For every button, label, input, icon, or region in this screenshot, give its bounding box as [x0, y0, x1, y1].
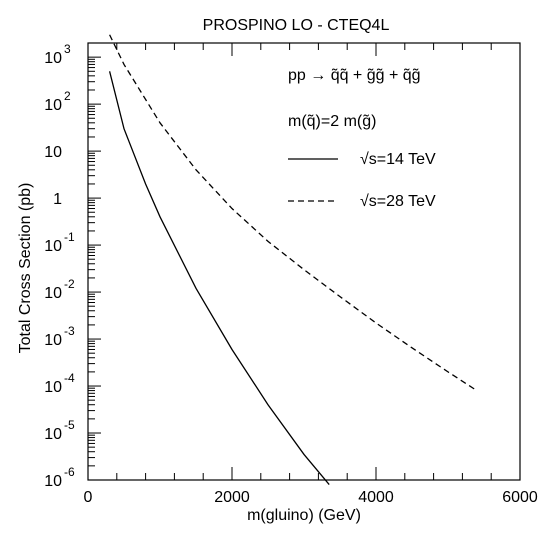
- y-tick-exponent: -3: [64, 324, 75, 338]
- y-tick-label: 1: [53, 191, 62, 208]
- series-line-28tev: [109, 34, 478, 392]
- y-tick-exponent: -2: [64, 277, 75, 291]
- x-axis-labels: 0 2000 4000 6000: [84, 489, 538, 506]
- y-tick-label: 10: [44, 473, 62, 490]
- y-tick-label: 10: [44, 144, 62, 161]
- y-tick-exponent: -6: [64, 465, 75, 479]
- series-line-14tev: [108, 71, 330, 485]
- series-group: [108, 34, 478, 485]
- y-tick-exponent: 3: [64, 42, 71, 56]
- y-tick-label: 10: [44, 426, 62, 443]
- y-tick-label: 10: [44, 238, 62, 255]
- y-axis-ticks: [88, 42, 101, 481]
- y-tick-label: 10: [44, 379, 62, 396]
- x-tick-label: 2000: [214, 489, 250, 506]
- mass-relation-annotation: m(q̃)=2 m(g̃): [288, 113, 376, 130]
- chart-title: PROSPINO LO - CTEQ4L: [203, 17, 390, 34]
- process-annotation: pp → q̃q̃ + g̃g̃ + q̃g̃: [288, 67, 421, 84]
- y-tick-exponent: 2: [64, 89, 71, 103]
- x-tick-label: 6000: [502, 489, 538, 506]
- y-axis-label: Total Cross Section (pb): [17, 183, 34, 354]
- y-tick-label: 10: [44, 332, 62, 349]
- x-axis-label: m(gluino) (GeV): [247, 507, 361, 524]
- y-tick-exponent: -5: [64, 418, 75, 432]
- y-tick-label: 10: [44, 97, 62, 114]
- legend-label-14tev: √s=14 TeV: [360, 151, 436, 168]
- legend-label-28tev: √s=28 TeV: [360, 193, 436, 210]
- y-tick-exponent: -1: [64, 230, 75, 244]
- legend: √s=14 TeV √s=28 TeV: [288, 151, 436, 210]
- y-tick-label: 10: [44, 285, 62, 302]
- y-tick-exponent: -4: [64, 371, 75, 385]
- plot-frame: [87, 42, 521, 481]
- y-tick-label: 10: [44, 50, 62, 67]
- x-axis-ticks: [87, 43, 521, 480]
- x-tick-label: 4000: [358, 489, 394, 506]
- x-tick-label: 0: [84, 489, 93, 506]
